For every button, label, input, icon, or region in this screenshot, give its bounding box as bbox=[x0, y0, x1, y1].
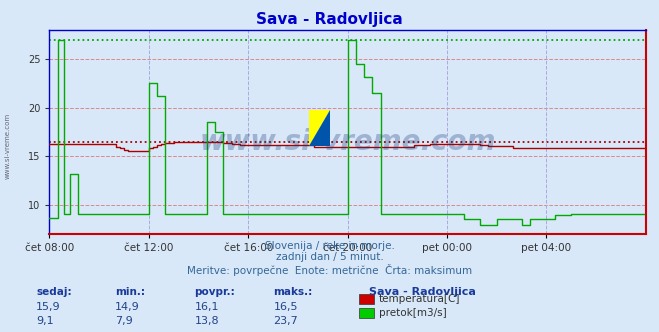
Text: Sava - Radovljica: Sava - Radovljica bbox=[369, 287, 476, 297]
Text: zadnji dan / 5 minut.: zadnji dan / 5 minut. bbox=[275, 252, 384, 262]
Text: 23,7: 23,7 bbox=[273, 316, 299, 326]
Text: Meritve: povrpečne  Enote: metrične  Črta: maksimum: Meritve: povrpečne Enote: metrične Črta:… bbox=[187, 264, 472, 276]
Text: 16,5: 16,5 bbox=[273, 302, 298, 312]
Text: Sava - Radovljica: Sava - Radovljica bbox=[256, 12, 403, 27]
Text: 15,9: 15,9 bbox=[36, 302, 61, 312]
Text: 14,9: 14,9 bbox=[115, 302, 140, 312]
Text: sedaj:: sedaj: bbox=[36, 287, 72, 297]
Text: 16,1: 16,1 bbox=[194, 302, 219, 312]
Text: Slovenija / reke in morje.: Slovenija / reke in morje. bbox=[264, 241, 395, 251]
Text: temperatura[C]: temperatura[C] bbox=[379, 294, 461, 304]
Text: www.si-vreme.com: www.si-vreme.com bbox=[5, 113, 11, 179]
Polygon shape bbox=[309, 110, 330, 146]
Text: min.:: min.: bbox=[115, 287, 146, 297]
Text: pretok[m3/s]: pretok[m3/s] bbox=[379, 308, 447, 318]
Text: 13,8: 13,8 bbox=[194, 316, 219, 326]
Text: 7,9: 7,9 bbox=[115, 316, 133, 326]
Text: povpr.:: povpr.: bbox=[194, 287, 235, 297]
Text: 9,1: 9,1 bbox=[36, 316, 54, 326]
Text: www.si-vreme.com: www.si-vreme.com bbox=[200, 128, 496, 156]
Text: maks.:: maks.: bbox=[273, 287, 313, 297]
Polygon shape bbox=[309, 110, 330, 146]
